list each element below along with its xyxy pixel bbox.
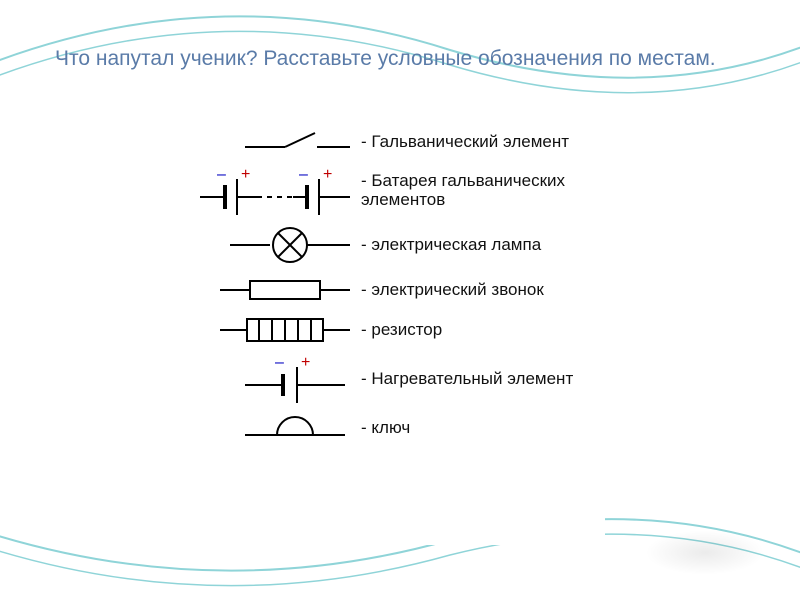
- heater-symbol-icon: [215, 313, 355, 347]
- svg-text:+: +: [241, 166, 250, 183]
- row-label: - Нагревательный элемент: [355, 370, 573, 389]
- row-bell: - ключ: [195, 411, 605, 445]
- svg-text:+: +: [323, 166, 332, 183]
- row-battery: – + – + - Батарея гальванических элемент…: [195, 165, 605, 217]
- resistor-symbol-icon: [215, 273, 355, 307]
- battery-symbol-icon: – + – +: [195, 165, 355, 217]
- slide-title: Что напутал ученик? Расставьте условные …: [55, 45, 745, 73]
- row-label: - резистор: [355, 321, 442, 340]
- switch-symbol-icon: [235, 125, 355, 159]
- row-heater: - резистор: [195, 313, 605, 347]
- svg-text:–: –: [299, 166, 308, 183]
- corner-shadow: [645, 530, 765, 575]
- svg-text:–: –: [275, 354, 284, 371]
- row-label: - электрический звонок: [355, 281, 544, 300]
- bell-symbol-icon: [235, 411, 355, 445]
- row-cell: – + - Нагревательный элемент: [195, 353, 605, 405]
- svg-text:+: +: [301, 354, 310, 371]
- svg-text:–: –: [217, 166, 226, 183]
- row-resistor: - электрический звонок: [195, 273, 605, 307]
- row-lamp: - электрическая лампа: [195, 223, 605, 267]
- row-label: - электрическая лампа: [355, 236, 541, 255]
- row-switch: - Гальванический элемент: [195, 125, 605, 159]
- symbol-diagram: - Гальванический элемент – + – +: [195, 125, 605, 545]
- row-label: - Гальванический элемент: [355, 133, 569, 152]
- row-label: - Батарея гальванических элементов: [355, 172, 605, 209]
- cell-symbol-icon: – +: [235, 353, 355, 405]
- lamp-symbol-icon: [225, 223, 355, 267]
- row-label: - ключ: [355, 419, 410, 438]
